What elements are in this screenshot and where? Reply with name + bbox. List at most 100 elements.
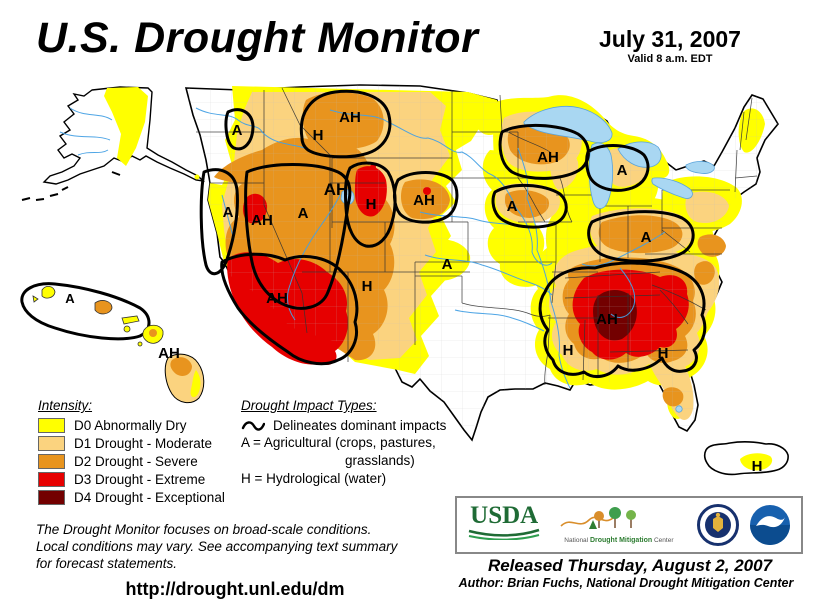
lake-michigan bbox=[588, 142, 614, 209]
map-impact-label: A bbox=[223, 204, 234, 221]
map-impact-label: A bbox=[65, 291, 75, 306]
ndmc-caption-center: Center bbox=[653, 537, 674, 544]
d1-swatch bbox=[38, 436, 65, 451]
map-date: July 31, 2007 bbox=[599, 26, 741, 52]
ndmc-logo: National Drought Mitigation Center bbox=[551, 506, 686, 544]
d4-swatch bbox=[38, 490, 65, 505]
drought-region bbox=[190, 370, 201, 398]
island bbox=[94, 300, 113, 315]
island bbox=[32, 295, 39, 303]
disclaimer: The Drought Monitor focuses on broad-sca… bbox=[36, 521, 397, 572]
map-impact-label: H bbox=[313, 127, 324, 144]
hawaii-inset bbox=[20, 282, 205, 404]
map-impact-label: AH bbox=[158, 345, 180, 362]
usda-wordmark: USDA bbox=[470, 502, 539, 530]
delineation-row: Delineates dominant impacts bbox=[241, 418, 446, 433]
county-lines bbox=[186, 85, 778, 440]
noaa-logo-icon bbox=[749, 505, 790, 545]
author-line: Author: Brian Fuchs, National Drought Mi… bbox=[458, 576, 794, 590]
legend-row-d3: D3 Drought - Extreme bbox=[38, 472, 225, 487]
legend-label: D4 Drought - Exceptional bbox=[74, 490, 225, 505]
map-impact-label: A bbox=[641, 229, 652, 246]
tilde-icon bbox=[241, 420, 265, 431]
map-impact-label: A bbox=[298, 205, 309, 222]
legend-label: D0 Abnormally Dry bbox=[74, 418, 187, 433]
map-impact-label: H bbox=[658, 345, 669, 362]
legend-label: D2 Drought - Severe bbox=[74, 454, 198, 469]
disclaimer-line: for forecast statements. bbox=[36, 556, 178, 571]
disclaimer-line: Local conditions may vary. See accompany… bbox=[36, 539, 398, 554]
ndmc-caption: National Drought Mitigation Center bbox=[551, 537, 686, 544]
map-impact-label: A bbox=[442, 256, 453, 273]
map-impact-label: H bbox=[366, 196, 377, 213]
map-impact-label: AH bbox=[251, 212, 273, 229]
released-line: Released Thursday, August 2, 2007 bbox=[487, 556, 773, 575]
state-borders bbox=[196, 87, 758, 386]
map-impact-label: AH bbox=[266, 290, 288, 307]
delineation-label: Delineates dominant impacts bbox=[273, 418, 447, 433]
map-impact-label: AH bbox=[339, 109, 361, 126]
alaska-inset bbox=[21, 86, 205, 201]
hawaii-impact-loop bbox=[20, 282, 151, 341]
great-lakes bbox=[523, 105, 715, 209]
map-impact-label: AH bbox=[596, 311, 618, 328]
map-impact-label: AH bbox=[537, 149, 559, 166]
alaska-rivers bbox=[59, 107, 113, 156]
ndmc-caption-bold: Drought Mitigation bbox=[589, 537, 653, 544]
d2-swatch bbox=[38, 454, 65, 469]
drought-region bbox=[740, 453, 773, 471]
ndmc-caption-national: National bbox=[564, 537, 589, 544]
page-title: U.S. Drought Monitor bbox=[36, 14, 479, 62]
legend-row-d1: D1 Drought - Moderate bbox=[38, 436, 225, 451]
map-impact-label: AH bbox=[413, 192, 435, 209]
drought-url: http://drought.unl.edu/dm bbox=[125, 579, 345, 599]
map-impact-label: H bbox=[563, 342, 574, 359]
drought-region bbox=[170, 357, 192, 377]
aleutian-islands bbox=[21, 171, 121, 201]
legend-row-d0: D0 Abnormally Dry bbox=[38, 418, 225, 433]
map-impact-label: A bbox=[617, 162, 628, 179]
lake-erie bbox=[651, 177, 693, 199]
drought-region bbox=[194, 174, 200, 180]
ndmc-trees-icon bbox=[560, 507, 636, 529]
doc-seal-icon bbox=[696, 504, 739, 546]
usda-swoosh-icon bbox=[468, 528, 540, 541]
usda-logo: USDA bbox=[467, 502, 541, 544]
legend-label: D1 Drought - Moderate bbox=[74, 436, 213, 451]
impact-types-heading: Drought Impact Types: bbox=[241, 398, 377, 413]
lake-superior bbox=[523, 105, 613, 143]
agricultural-label-line1: A = Agricultural (crops, pastures, bbox=[241, 435, 436, 450]
legend-row-d4: D4 Drought - Exceptional bbox=[38, 490, 225, 505]
hydrological-label: H = Hydrological (water) bbox=[241, 471, 387, 486]
map-impact-label: H bbox=[752, 458, 763, 475]
impact-types-block: Drought Impact Types: Delineates dominan… bbox=[241, 398, 446, 489]
d3-swatch bbox=[38, 472, 65, 487]
legend-label: D3 Drought - Extreme bbox=[74, 472, 206, 487]
island bbox=[137, 341, 143, 347]
map-impact-label: A bbox=[507, 198, 518, 215]
date-block: July 31, 2007 Valid 8 a.m. EDT bbox=[575, 26, 765, 65]
impact-delineation-lines bbox=[199, 89, 707, 379]
logo-box: USDA National Drought Mitigation Center bbox=[455, 496, 803, 554]
intensity-legend: Intensity: D0 Abnormally Dry D1 Drought … bbox=[38, 398, 225, 508]
puerto-rico-inset bbox=[703, 441, 789, 476]
island bbox=[41, 286, 56, 299]
d0-swatch bbox=[38, 418, 65, 433]
map-impact-label: AH bbox=[324, 180, 349, 199]
disclaimer-line: The Drought Monitor focuses on broad-sca… bbox=[36, 522, 372, 537]
drought-region bbox=[104, 87, 148, 166]
lake-ontario bbox=[685, 160, 715, 174]
island bbox=[149, 329, 157, 337]
agricultural-label-line2: grasslands) bbox=[345, 453, 415, 468]
legend-row-d2: D2 Drought - Severe bbox=[38, 454, 225, 469]
legend-heading: Intensity: bbox=[38, 398, 93, 413]
island bbox=[123, 325, 131, 333]
lake-okeechobee bbox=[675, 405, 683, 413]
map-impact-label: H bbox=[362, 278, 373, 295]
valid-time: Valid 8 a.m. EDT bbox=[627, 53, 713, 65]
island bbox=[121, 315, 140, 325]
map-impact-label: A bbox=[232, 122, 243, 139]
impact-labels: A AH H AH H AH A A AH AH A H AH A A A AH… bbox=[65, 109, 762, 475]
